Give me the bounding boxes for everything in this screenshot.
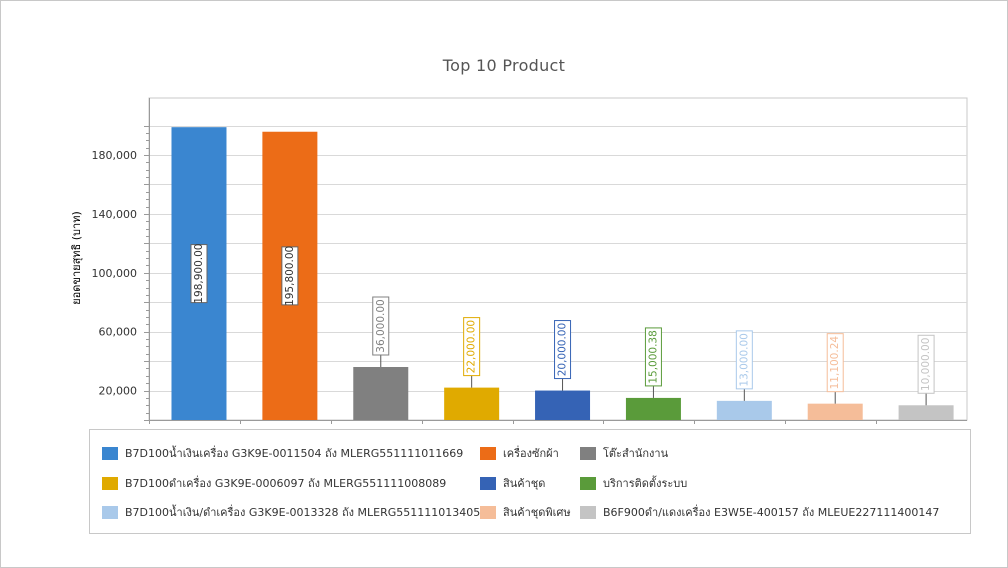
- bar: [625, 397, 681, 420]
- legend-swatch: [480, 446, 496, 460]
- data-label-box: [281, 246, 299, 306]
- legend-label: B6F900ดำ/แดงเครื่อง E3W5E-400157 ถัง MLE…: [603, 506, 940, 519]
- legend-swatch: [580, 505, 596, 519]
- data-label: 195,800.00: [284, 246, 296, 306]
- legend-item: บริการติดตั้งระบบ: [580, 476, 687, 490]
- legend-item: สินค้าชุดพิเศษ: [480, 505, 571, 519]
- bar: [353, 367, 409, 420]
- data-label-box: [826, 333, 844, 393]
- data-label: 22,000.00: [466, 320, 478, 373]
- bar: [444, 387, 500, 420]
- legend-item: B7D100ดำเครื่อง G3K9E-0006097 ถัง MLERG5…: [102, 476, 446, 490]
- legend-item: เครื่องซักผ้า: [480, 446, 559, 460]
- legend-label: B7D100ดำเครื่อง G3K9E-0006097 ถัง MLERG5…: [125, 477, 447, 490]
- legend-swatch: [580, 446, 596, 460]
- data-label: 13,000.00: [738, 333, 750, 386]
- y-tick-label: 140,000: [92, 208, 138, 221]
- data-label-box: [644, 327, 662, 387]
- legend-item: B7D100น้ำเงิน/ดำเครื่อง G3K9E-0013328 ถั…: [102, 505, 480, 519]
- legend-label: โต๊ะสำนักงาน: [603, 447, 669, 460]
- data-label: 36,000.00: [375, 299, 387, 352]
- legend-swatch: [580, 476, 596, 490]
- data-label-box: [917, 334, 935, 394]
- legend-item: สินค้าชุด: [480, 476, 545, 490]
- y-tick-label: 20,000: [99, 385, 138, 398]
- chart-plot: 20,000 60,000 100,000 140,000 180,000 198,900…: [92, 97, 968, 424]
- bar: [807, 403, 863, 420]
- data-label-box: [190, 244, 208, 304]
- data-label-box: [372, 296, 390, 356]
- legend-item: B7D100น้ำเงินเครื่อง G3K9E-0011504 ถัง M…: [102, 446, 463, 460]
- legend-label: B7D100น้ำเงินเครื่อง G3K9E-0011504 ถัง M…: [125, 447, 464, 460]
- legend-swatch: [102, 476, 118, 490]
- legend-label: เครื่องซักผ้า: [503, 447, 559, 460]
- legend-swatch: [480, 505, 496, 519]
- legend-label: B7D100น้ำเงิน/ดำเครื่อง G3K9E-0013328 ถั…: [125, 506, 481, 519]
- y-tick-label: 100,000: [92, 267, 138, 280]
- legend-swatch: [102, 446, 118, 460]
- legend-swatch: [480, 476, 496, 490]
- data-label-box: [554, 320, 572, 380]
- data-label: 198,900.00: [193, 244, 205, 304]
- data-label: 20,000.00: [557, 323, 569, 376]
- data-label: 11,100.24: [829, 336, 841, 390]
- chart-legend: B7D100น้ำเงินเครื่อง G3K9E-0011504 ถัง M…: [89, 429, 971, 534]
- legend-label: สินค้าชุดพิเศษ: [503, 506, 571, 519]
- bar: [535, 390, 591, 420]
- data-label: 10,000.00: [920, 338, 932, 391]
- legend-label: บริการติดตั้งระบบ: [603, 477, 688, 490]
- bar: [716, 400, 772, 420]
- bar: [898, 405, 954, 420]
- legend-swatch: [102, 505, 118, 519]
- data-label-box: [735, 330, 753, 390]
- data-label: 15,000.38: [647, 330, 659, 383]
- chart-title: Top 10 Product: [442, 56, 566, 75]
- legend-item: B6F900ดำ/แดงเครื่อง E3W5E-400157 ถัง MLE…: [580, 505, 939, 519]
- legend-item: โต๊ะสำนักงาน: [580, 446, 668, 460]
- y-tick-label: 180,000: [92, 149, 138, 162]
- data-label-box: [463, 317, 481, 377]
- y-tick-label: 60,000: [99, 326, 138, 339]
- legend-label: สินค้าชุด: [503, 477, 546, 490]
